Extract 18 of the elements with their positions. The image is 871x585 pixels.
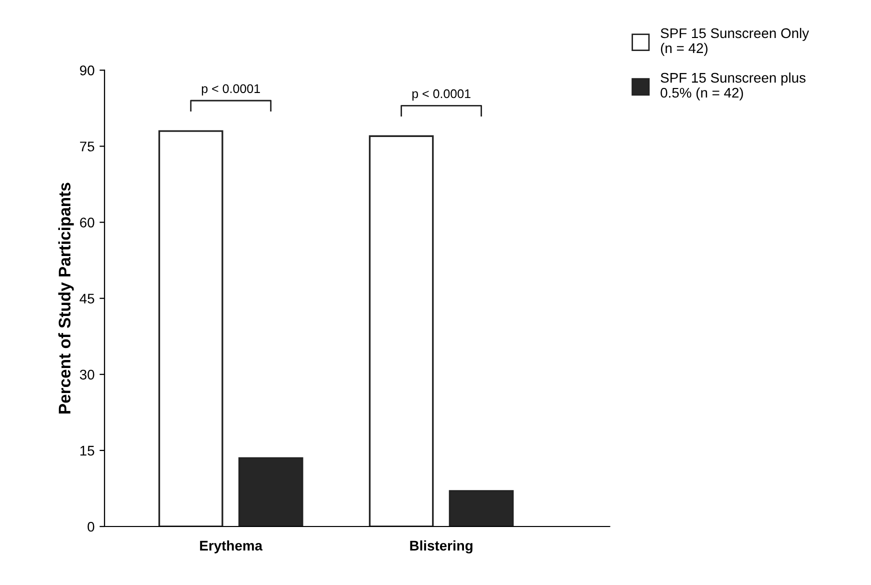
bar [448, 490, 514, 526]
legend-label: SPF 15 Sunscreen Only (n = 42) [660, 28, 810, 56]
y-tick-label: 60 [80, 218, 94, 228]
x-tick-label: Erythema [200, 540, 263, 554]
y-tick-label: 0 [88, 522, 94, 532]
annotation: p < 0.0001 [202, 84, 260, 96]
bar [238, 457, 304, 526]
y-tick-label: 15 [80, 446, 94, 456]
y-tick-label: 30 [80, 370, 94, 380]
y-axis-title: Percent of Study Participants [58, 182, 74, 414]
bar [368, 135, 434, 526]
legend-label: SPF 15 Sunscreen plus 0.5% (n = 42) [660, 72, 806, 100]
bar [158, 130, 224, 526]
x-tick-label: Blistering [410, 540, 472, 554]
annotation: p < 0.0001 [412, 89, 470, 101]
y-tick-label: 90 [80, 66, 94, 76]
y-tick-label: 45 [80, 294, 94, 304]
y-tick-label: 75 [80, 142, 94, 152]
